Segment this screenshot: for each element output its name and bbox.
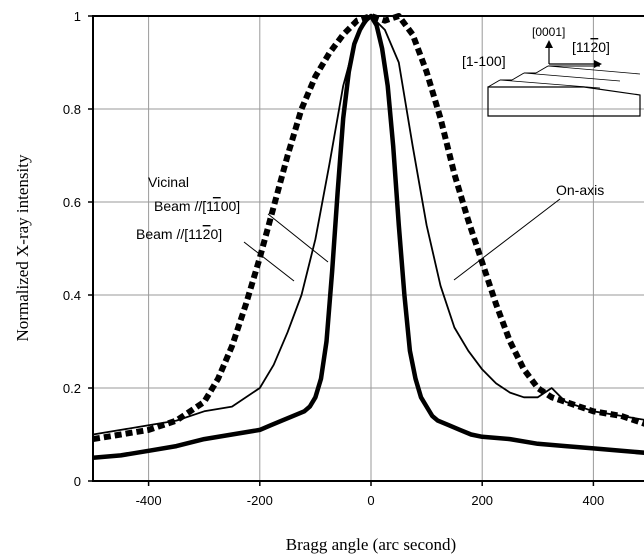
inset-arrow-0001-head — [545, 40, 553, 48]
inset-arrow-1120-head — [594, 60, 602, 68]
annotation-beam-1120-bar: 2 — [203, 226, 211, 242]
x-axis-title: Bragg angle (arc second) — [286, 535, 456, 554]
y-tick-label: 0.4 — [63, 288, 81, 303]
y-tick-label: 0 — [74, 474, 81, 489]
annotation-beam-1100: Beam //[1100] — [154, 198, 240, 214]
annotation-beam-1100-a: Beam //[1 — [154, 198, 214, 214]
y-tick-label: 0.6 — [63, 195, 81, 210]
x-tick-label: 0 — [367, 493, 374, 508]
inset-terrace-3 — [547, 65, 641, 75]
leader-on-axis — [453, 198, 561, 281]
x-tick-label: 200 — [471, 493, 493, 508]
x-tick-label: 400 — [583, 493, 605, 508]
inset-label-1120: [1120] — [572, 39, 610, 55]
inset-box — [487, 86, 641, 117]
series-line-1 — [92, 15, 644, 436]
inset-label-1120-bar: 2 — [590, 39, 598, 55]
inset-label-1100: [1-100] — [462, 53, 506, 69]
x-tick-label: -400 — [136, 493, 162, 508]
annotation-on-axis: On-axis — [556, 182, 604, 198]
inset-step-5 — [535, 65, 549, 74]
inset-label-1120-b: 0] — [598, 39, 610, 55]
annotation-beam-1120-a: Beam //[11 — [136, 226, 203, 242]
inset-diagram: [0001] [1-100] [1120] — [462, 25, 641, 117]
x-tick-label: -200 — [247, 493, 273, 508]
y-tick-label: 0.8 — [63, 102, 81, 117]
axis-ticks: -400 -200 0 200 400 0 0.2 0.4 0.6 0.8 1 — [63, 9, 604, 508]
inset-terrace-2 — [523, 72, 621, 82]
leader-beam-1100 — [267, 213, 329, 263]
inset-label-0001: [0001] — [532, 25, 565, 39]
series-line-2 — [92, 13, 644, 443]
annotation-vicinal: Vicinal — [148, 174, 189, 190]
y-tick-label: 1 — [74, 9, 81, 24]
annotation-beam-1120-b: 0] — [210, 226, 222, 242]
grid-lines — [93, 16, 644, 481]
inset-terrace-1 — [499, 79, 601, 89]
inset-label-1120-a: [11 — [572, 39, 591, 55]
annotation-beam-1120: Beam //[1120] — [136, 226, 222, 242]
inset-step-3 — [511, 72, 525, 81]
annotation-beam-1100-bar: 1 — [213, 198, 221, 214]
inset-step-1 — [487, 79, 501, 88]
annotation-beam-1100-b: 00] — [221, 198, 240, 214]
plot-frame — [92, 15, 644, 482]
leader-beam-1120 — [243, 241, 295, 282]
y-tick-label: 0.2 — [63, 381, 81, 396]
y-axis-title: Normalized X-ray intensity — [13, 154, 32, 341]
